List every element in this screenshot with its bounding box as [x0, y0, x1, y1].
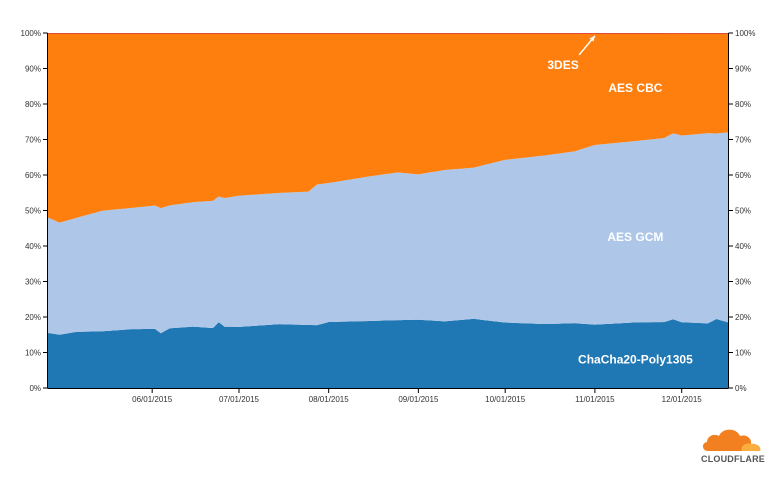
- x-tick-label: 09/01/2015: [398, 395, 439, 404]
- x-tick-label: 08/01/2015: [309, 395, 350, 404]
- y-tick-label-left: 30%: [25, 278, 41, 287]
- y-tick-label-right: 0%: [735, 384, 747, 393]
- series-labels: 3DES AES CBC AES GCM ChaCha20-Poly1305: [547, 35, 693, 367]
- label-chacha20-poly1305: ChaCha20-Poly1305: [578, 353, 693, 367]
- area-layers: [48, 33, 728, 388]
- y-tick-label-right: 30%: [735, 278, 751, 287]
- y-tick-label-right: 60%: [735, 171, 751, 180]
- label-aes-gcm: AES GCM: [607, 230, 663, 244]
- y-tick-label-left: 80%: [25, 100, 41, 109]
- y-tick-label-right: 20%: [735, 313, 751, 322]
- y-tick-label-left: 20%: [25, 313, 41, 322]
- area-3des: [48, 33, 728, 34]
- y-tick-label-right: 90%: [735, 65, 751, 74]
- y-tick-label-right: 10%: [735, 349, 751, 358]
- logo-wordmark: CLOUDFLARE: [701, 454, 765, 464]
- cloud-icon: [702, 429, 761, 451]
- area-aes-cbc: [48, 33, 728, 223]
- cloudflare-logo: CLOUDFLARE: [694, 424, 772, 464]
- y-tick-label-left: 90%: [25, 65, 41, 74]
- y-tick-label-left: 40%: [25, 242, 41, 251]
- y-tick-label-right: 80%: [735, 100, 751, 109]
- y-tick-label-right: 50%: [735, 207, 751, 216]
- y-tick-label-right: 40%: [735, 242, 751, 251]
- annotation-arrow-head: [589, 35, 595, 42]
- y-tick-label-left: 10%: [25, 349, 41, 358]
- x-tick-label: 12/01/2015: [662, 395, 703, 404]
- y-tick-label-left: 100%: [21, 29, 41, 38]
- x-tick-label: 06/01/2015: [132, 395, 173, 404]
- x-tick-label: 07/01/2015: [219, 395, 260, 404]
- area-chacha20-poly1305: [48, 318, 728, 388]
- y-tick-label-left: 50%: [25, 207, 41, 216]
- x-tick-label: 11/01/2015: [575, 395, 615, 404]
- y-tick-label-left: 60%: [25, 171, 41, 180]
- y-tick-label-left: 0%: [29, 384, 41, 393]
- x-tick-label: 10/01/2015: [485, 395, 526, 404]
- y-tick-label-right: 70%: [735, 136, 751, 145]
- label-3des: 3DES: [547, 58, 578, 72]
- label-aes-cbc: AES CBC: [608, 81, 662, 95]
- y-tick-label-left: 70%: [25, 136, 41, 145]
- axes: 0% 0% 10% 10% 20% 20% 30% 30% 40% 40% 50% 50% 60% 60%…: [21, 29, 756, 404]
- y-tick-label-right: 100%: [735, 29, 755, 38]
- area-aes-gcm: [48, 132, 728, 335]
